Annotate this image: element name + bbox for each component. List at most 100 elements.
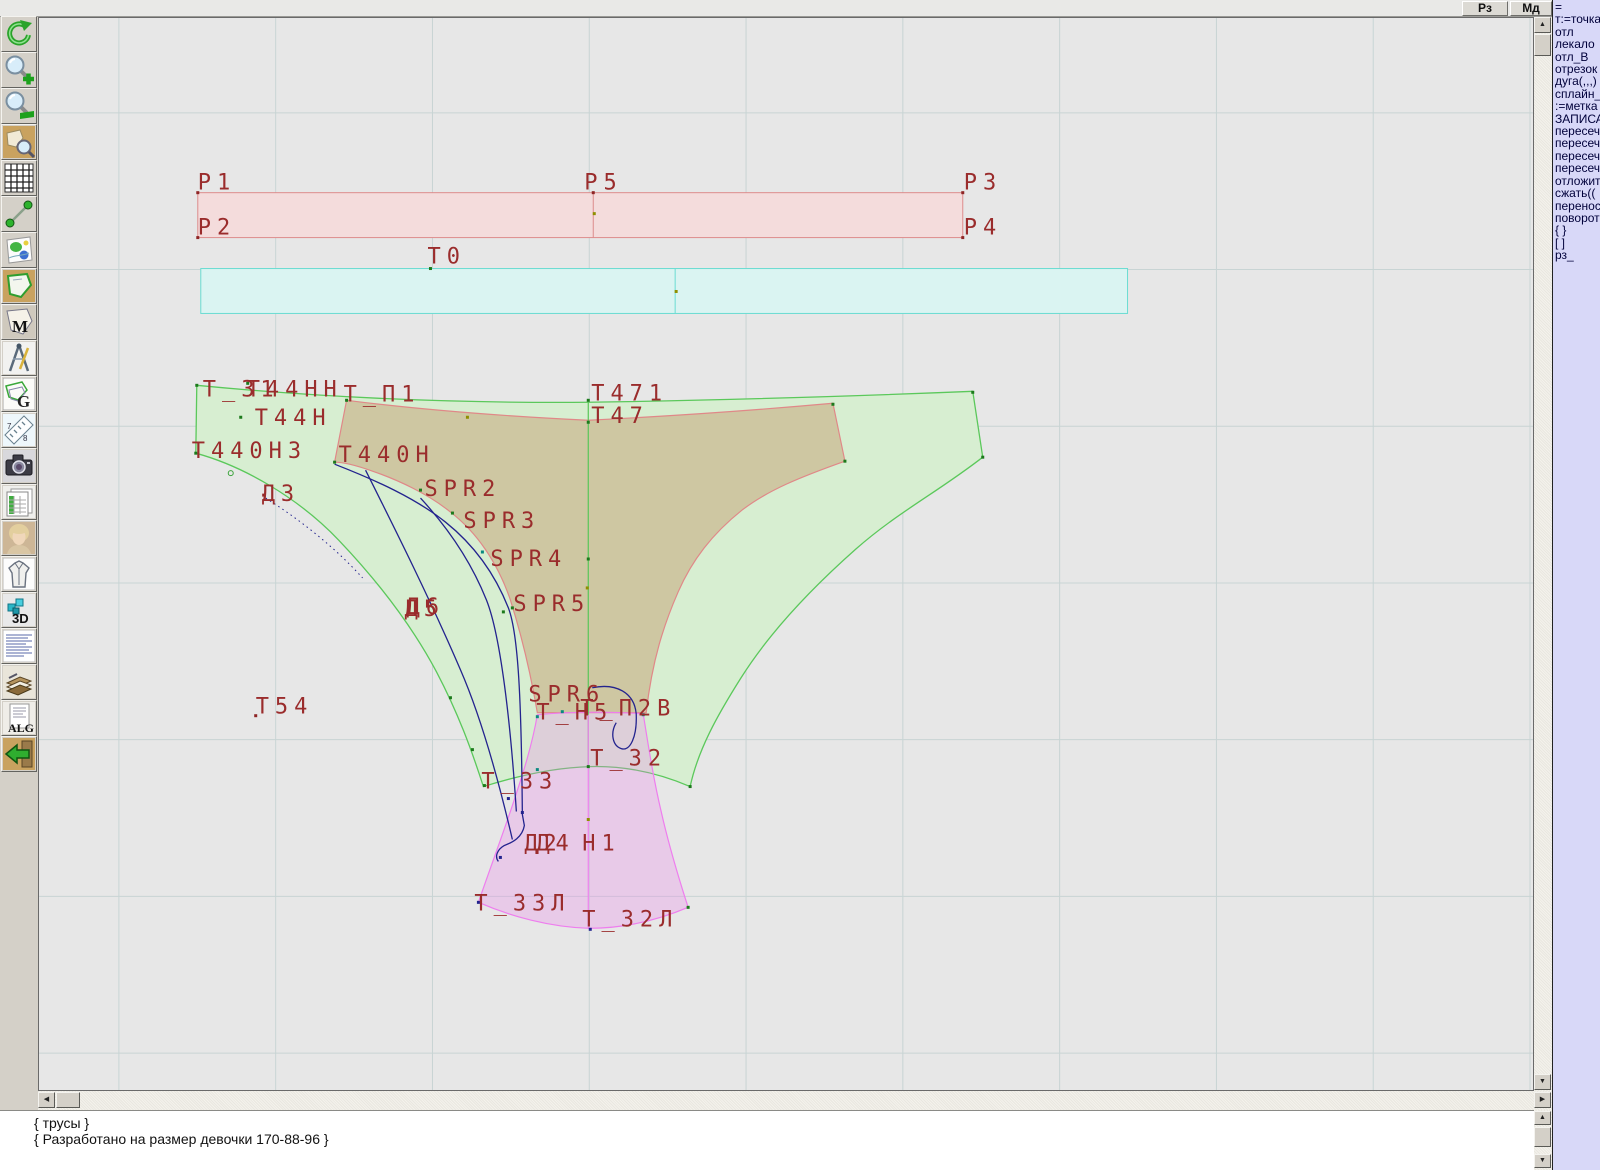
zoom-in-icon[interactable] — [1, 52, 37, 88]
command-item[interactable]: = — [1555, 0, 1563, 14]
text-list-icon[interactable] — [1, 628, 37, 664]
vertex-dot — [407, 608, 411, 612]
command-item[interactable]: :=метка — [1555, 99, 1598, 114]
point-label: Т440Н3 — [192, 439, 307, 464]
status-vertical-scrollbar[interactable]: ▲ ▼ — [1534, 1110, 1552, 1170]
command-item[interactable]: сплайн_ — [1555, 86, 1600, 101]
point-label: Д5 — [405, 597, 443, 622]
pattern-piece-icon[interactable] — [1, 268, 37, 304]
vertex-dot — [480, 550, 484, 554]
command-item[interactable]: поворот — [1555, 210, 1600, 225]
vertex-dot — [501, 610, 505, 614]
vertex-dot — [586, 818, 590, 822]
vertex-dot — [591, 191, 595, 195]
command-item[interactable]: лекало — [1555, 37, 1595, 52]
command-item[interactable]: отрезок — [1555, 62, 1598, 77]
command-item[interactable]: отложит — [1555, 173, 1600, 188]
point-label: Т_32Л — [582, 907, 678, 932]
vertex-dot — [641, 713, 645, 717]
vertex-dot — [345, 398, 349, 402]
vertex-dot — [333, 460, 337, 464]
red-pattern-piece[interactable] — [333, 399, 846, 714]
vertex-dot — [971, 390, 975, 394]
command-item[interactable]: [ ] — [1555, 235, 1566, 250]
md-button[interactable]: Мд — [1510, 1, 1552, 16]
size-table-icon[interactable] — [1, 484, 37, 520]
style-curves — [265, 463, 637, 862]
scroll-down-button[interactable]: ▼ — [1534, 1074, 1551, 1090]
piece-m-icon[interactable]: M — [1, 304, 37, 340]
command-item[interactable]: { } — [1555, 223, 1567, 238]
command-item[interactable]: пересеч — [1555, 124, 1600, 139]
vertex-dot — [535, 768, 539, 772]
camera-icon[interactable] — [1, 448, 37, 484]
compass-icon[interactable] — [1, 340, 37, 376]
preview-piece-icon[interactable] — [1, 124, 37, 160]
exit-arrow-icon[interactable] — [1, 736, 37, 772]
vertex-dot — [239, 415, 243, 419]
vertex-dot — [560, 710, 564, 714]
command-item[interactable]: пересеч — [1555, 136, 1600, 151]
vertex-dot — [246, 381, 250, 385]
status-scroll-thumb[interactable] — [1534, 1127, 1551, 1147]
vertex-dot — [262, 493, 266, 497]
svg-text:G: G — [17, 392, 30, 410]
command-item[interactable]: ЗАПИСА — [1555, 111, 1600, 126]
scroll-left-button[interactable]: ◀ — [38, 1092, 55, 1108]
books-icon[interactable] — [1, 664, 37, 700]
canvas-vertical-scrollbar[interactable]: ▲ ▼ — [1534, 17, 1552, 1091]
svg-text:3D: 3D — [12, 611, 29, 626]
command-item[interactable]: отл — [1555, 24, 1574, 39]
vertex-dot — [674, 289, 678, 293]
status-scroll-down-button[interactable]: ▼ — [1534, 1154, 1551, 1168]
grid-icon[interactable] — [1, 160, 37, 196]
horizontal-scroll-thumb[interactable] — [56, 1092, 80, 1108]
alg-document-icon[interactable]: ALG — [1, 700, 37, 736]
command-item[interactable]: перенос — [1555, 198, 1600, 213]
drawing-canvas[interactable]: Р1 Р2 Р5 Р3 Р4 Т0 Т_31 Т44НН Т_П1 Т471 Т47 Т44Н Т440… — [38, 17, 1534, 1091]
command-item[interactable]: сжать(( — [1555, 186, 1596, 201]
vertical-scroll-thumb[interactable] — [1534, 34, 1551, 56]
garment-sketch-icon[interactable] — [1, 556, 37, 592]
point-label: Н1 — [582, 831, 620, 856]
point-label: SPR5 — [513, 592, 590, 617]
band-piece-t0[interactable] — [200, 268, 1129, 314]
command-item[interactable]: отл_В — [1555, 49, 1589, 64]
vertex-dot — [254, 714, 258, 718]
model-photo-icon[interactable] — [1, 520, 37, 556]
point-label: SPR2 — [424, 477, 501, 502]
vertex-dot — [506, 797, 510, 801]
point-label: Т_П1 — [344, 382, 421, 407]
vertex-dots — [194, 191, 985, 931]
band-piece-p[interactable] — [197, 192, 964, 239]
point-label: Т44Н — [255, 406, 332, 431]
vertex-dot — [586, 765, 590, 769]
vertex-dot — [843, 459, 847, 463]
scroll-right-button[interactable]: ▶ — [1534, 1092, 1551, 1108]
command-item[interactable]: т:=точка — [1555, 12, 1600, 27]
command-item[interactable]: пересеч — [1555, 148, 1600, 163]
undo-icon[interactable] — [1, 16, 37, 52]
scroll-up-button[interactable]: ▲ — [1534, 17, 1551, 33]
measure-line-icon[interactable] — [1, 196, 37, 232]
command-item[interactable]: пересеч — [1555, 161, 1600, 176]
zoom-out-icon[interactable] — [1, 88, 37, 124]
status-scroll-up-button[interactable]: ▲ — [1534, 1111, 1551, 1125]
vertex-dot — [520, 811, 524, 815]
point-label: Т440Н — [339, 443, 435, 468]
point-label: Т_31 — [203, 377, 280, 402]
point-label: Т_Н5 — [536, 701, 613, 726]
green-pattern-piece[interactable] — [195, 384, 984, 788]
command-item[interactable]: дуга(,,,) — [1555, 74, 1597, 89]
map-icon[interactable] — [1, 232, 37, 268]
rz-button[interactable]: Рз — [1462, 1, 1508, 16]
svg-text:ALG: ALG — [8, 721, 34, 734]
vertex-dot — [586, 420, 590, 424]
grading-g-icon[interactable]: G — [1, 376, 37, 412]
point-label: SPR6 — [528, 683, 605, 708]
vertex-dot — [961, 236, 965, 240]
3d-icon[interactable]: 3D — [1, 592, 37, 628]
command-item[interactable]: рз_ — [1555, 248, 1574, 263]
canvas-horizontal-scrollbar[interactable]: ◀ ▶ — [38, 1091, 1552, 1110]
